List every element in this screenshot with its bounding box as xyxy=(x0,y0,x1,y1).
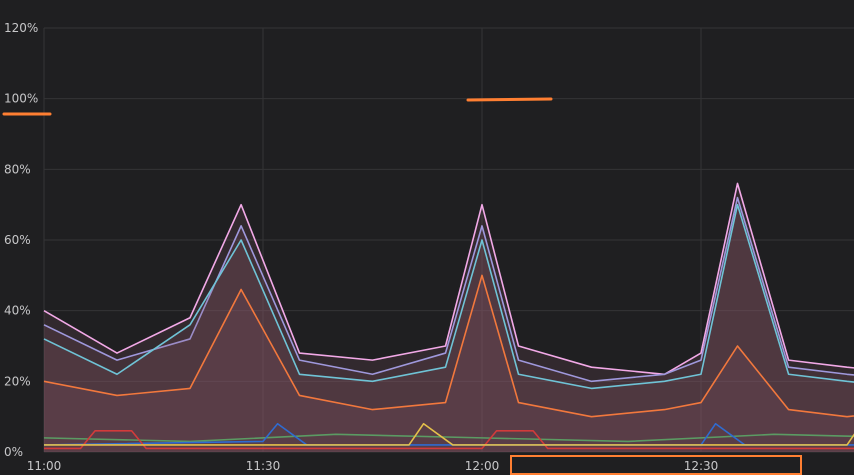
y-tick-label: 60% xyxy=(4,233,31,247)
series-line xyxy=(43,203,854,390)
y-tick-label: 80% xyxy=(4,162,31,176)
y-tick-label: 20% xyxy=(4,374,31,388)
x-tick-label: 11:00 xyxy=(27,459,62,473)
series-line xyxy=(43,422,854,446)
y-tick-label: 40% xyxy=(4,304,31,318)
x-tick-label: 12:00 xyxy=(465,459,500,473)
series-area xyxy=(44,197,854,452)
series-area xyxy=(44,275,854,452)
annotation-box-x-range xyxy=(510,455,802,475)
series-line xyxy=(43,433,854,443)
x-tick-label: 11:30 xyxy=(246,459,281,473)
annotation-mark-top xyxy=(466,97,553,102)
series-line xyxy=(43,196,854,383)
series-area xyxy=(44,204,854,452)
series-line xyxy=(44,429,854,450)
y-tick-label: 100% xyxy=(4,92,38,106)
x-tick-label: 12:30 xyxy=(684,459,719,473)
series-line xyxy=(43,182,854,376)
series-line xyxy=(44,422,854,446)
series-line xyxy=(43,274,854,418)
y-tick-label: 120% xyxy=(4,21,38,35)
y-tick-label: 0% xyxy=(4,445,23,459)
